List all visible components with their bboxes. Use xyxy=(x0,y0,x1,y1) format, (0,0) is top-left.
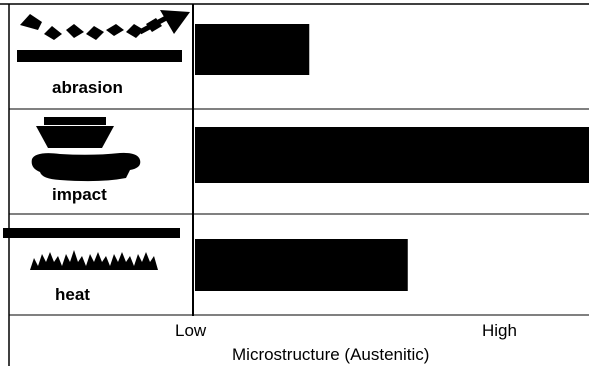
bars-group xyxy=(195,24,589,291)
bar-abrasion xyxy=(195,24,310,75)
category-label-impact: impact xyxy=(52,185,107,204)
chart-frame xyxy=(0,3,589,366)
x-tick-label-low: Low xyxy=(175,321,207,340)
x-tick-label-high: High xyxy=(482,321,517,340)
impact-icon xyxy=(31,117,141,182)
bar-heat xyxy=(195,239,408,291)
x-axis-label: Microstructure (Austenitic) xyxy=(232,345,430,364)
bar-impact xyxy=(195,127,589,183)
category-label-heat: heat xyxy=(55,285,90,304)
abrasion-icon xyxy=(17,10,190,62)
heat-icon xyxy=(3,228,180,270)
category-label-abrasion: abrasion xyxy=(52,78,123,97)
